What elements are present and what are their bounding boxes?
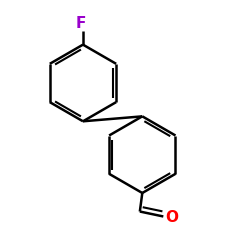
Text: O: O: [166, 210, 178, 225]
Text: F: F: [75, 16, 86, 31]
